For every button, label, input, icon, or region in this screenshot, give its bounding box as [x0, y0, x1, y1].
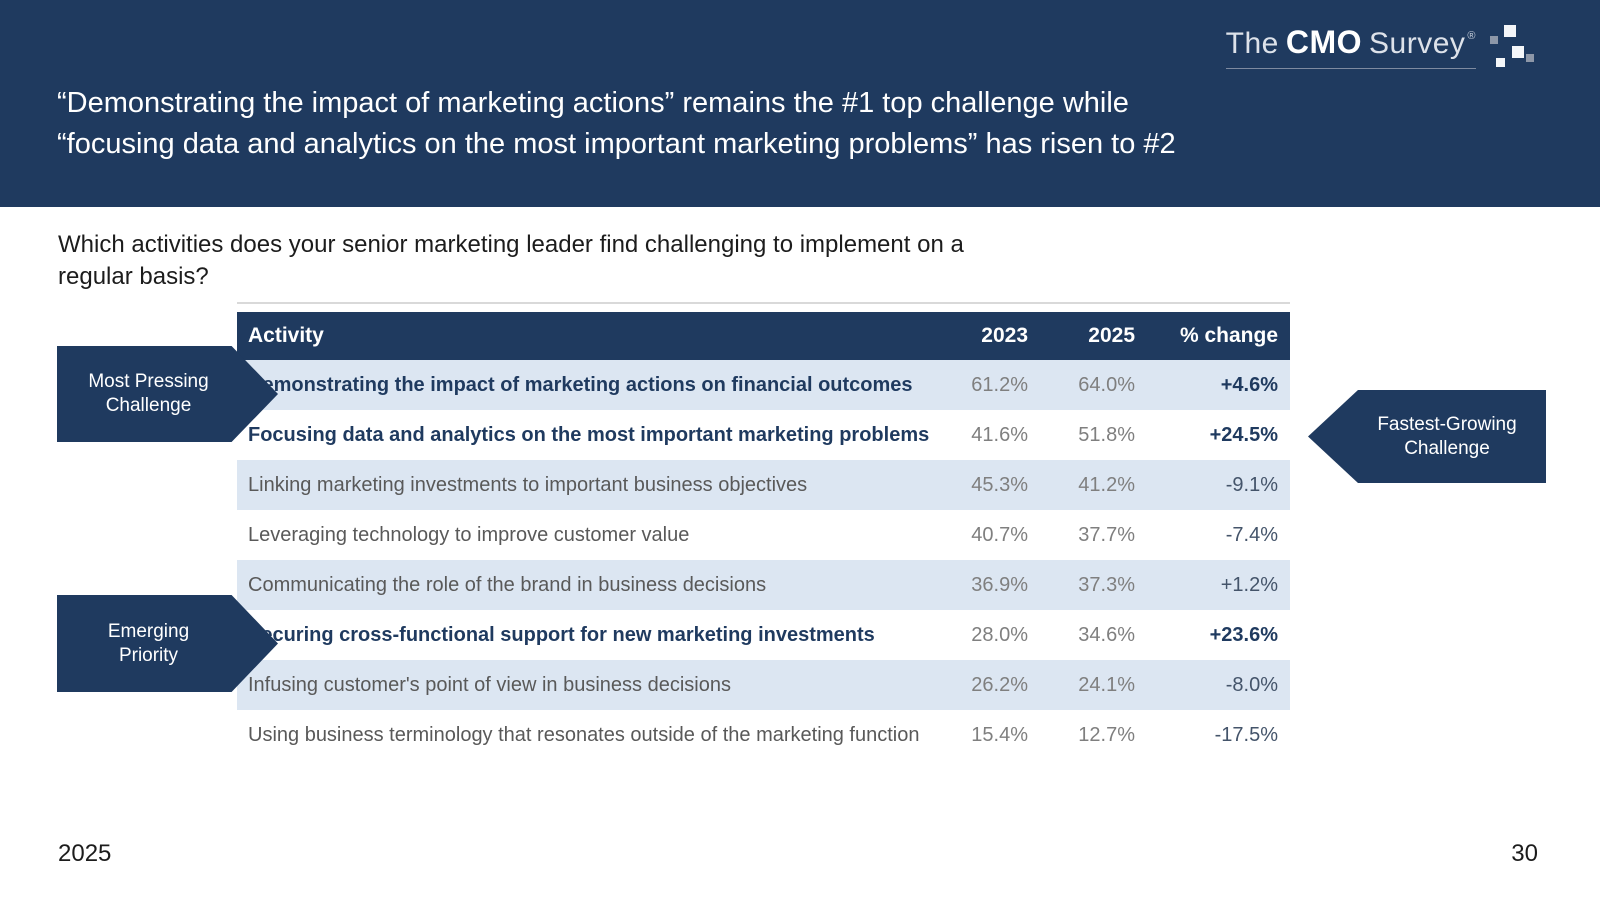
cell-activity: Using business terminology that resonate… — [248, 723, 920, 746]
question-line-1: Which activities does your senior market… — [58, 231, 964, 258]
challenges-table: Activity 2023 2025 % change Demonstratin… — [237, 312, 1290, 760]
table-body: Demonstrating the impact of marketing ac… — [237, 360, 1290, 760]
cell-2025: 34.6% — [1078, 623, 1135, 646]
cell-activity: Focusing data and analytics on the most … — [248, 423, 930, 446]
question-line-2: regular basis? — [58, 263, 209, 290]
callout-line-2: Challenge — [1404, 437, 1490, 459]
callout-line-2: Priority — [118, 644, 179, 666]
survey-question: Which activities does your senior market… — [58, 229, 1158, 293]
callout-emerging-priority: Emerging Priority — [57, 595, 278, 692]
cell-2023: 61.2% — [971, 373, 1028, 396]
cell-2025: 41.2% — [1078, 473, 1135, 496]
callout-line-2: Challenge — [105, 395, 192, 416]
cell-activity: Communicating the role of the brand in b… — [248, 573, 767, 596]
cell-activity: Leveraging technology to improve custome… — [248, 523, 690, 546]
table-top-rule — [237, 302, 1290, 304]
logo-word-survey: Survey — [1369, 27, 1466, 60]
table-row: Leveraging technology to improve custome… — [237, 510, 1290, 560]
table-row: Using business terminology that resonate… — [237, 710, 1290, 760]
table-header-row: Activity 2023 2025 % change — [237, 312, 1290, 360]
title-line-2: “focusing data and analytics on the most… — [57, 128, 1176, 160]
cell-2025: 37.3% — [1078, 573, 1135, 596]
cell-activity: Infusing customer's point of view in bus… — [248, 673, 731, 696]
col-header-activity: Activity — [248, 324, 324, 347]
callout-line-1: Emerging — [107, 620, 190, 642]
cell-2025: 12.7% — [1078, 723, 1135, 746]
footer-year: 2025 — [58, 840, 112, 867]
col-header-2025: 2025 — [1088, 324, 1135, 347]
table-row: Communicating the role of the brand in b… — [237, 560, 1290, 610]
callout-line-1: Most Pressing — [88, 371, 209, 392]
table-row: Linking marketing investments to importa… — [237, 460, 1290, 510]
cell-activity: Demonstrating the impact of marketing ac… — [248, 373, 913, 396]
cell-2025: 64.0% — [1078, 373, 1135, 396]
cell-change: +23.6% — [1209, 623, 1278, 646]
logo-squares-icon — [1486, 24, 1534, 72]
table-row: Infusing customer's point of view in bus… — [237, 660, 1290, 710]
registered-mark: ® — [1467, 30, 1476, 42]
cell-2023: 26.2% — [971, 673, 1028, 696]
title-line-1: “Demonstrating the impact of marketing a… — [57, 87, 1129, 119]
logo-text: The CMO Survey ® — [1225, 24, 1476, 69]
cell-change: +24.5% — [1209, 423, 1278, 446]
cell-activity: Securing cross-functional support for ne… — [248, 623, 875, 646]
cell-change: -7.4% — [1225, 523, 1278, 546]
cell-2023: 40.7% — [971, 523, 1028, 546]
cell-2023: 45.3% — [971, 473, 1028, 496]
cell-2025: 51.8% — [1078, 423, 1135, 446]
cell-change: -8.0% — [1225, 673, 1278, 696]
table-row: Securing cross-functional support for ne… — [237, 610, 1290, 660]
cell-2023: 41.6% — [971, 423, 1028, 446]
table-row: Demonstrating the impact of marketing ac… — [237, 360, 1290, 410]
cell-2023: 15.4% — [971, 723, 1028, 746]
cmo-survey-logo: The CMO Survey ® — [1225, 24, 1534, 72]
header-banner: The CMO Survey ® “Demonstrating the impa… — [0, 0, 1600, 207]
callout-line-1: Fastest-Growing — [1377, 413, 1517, 435]
col-header-2023: 2023 — [981, 324, 1028, 347]
callout-fastest-growing-challenge: Fastest-Growing Challenge — [1308, 390, 1546, 483]
cell-change: +1.2% — [1220, 573, 1278, 596]
cell-2023: 28.0% — [971, 623, 1028, 646]
cell-change: +4.6% — [1220, 373, 1278, 396]
cell-activity: Linking marketing investments to importa… — [248, 473, 808, 496]
table-row: Focusing data and analytics on the most … — [237, 410, 1290, 460]
cell-change: -9.1% — [1225, 473, 1278, 496]
footer-page-number: 30 — [1511, 840, 1538, 867]
cell-2025: 24.1% — [1078, 673, 1135, 696]
callout-most-pressing-challenge: Most Pressing Challenge — [57, 346, 278, 442]
cell-2025: 37.7% — [1078, 523, 1135, 546]
col-header-change: % change — [1179, 324, 1278, 347]
logo-word-the: The — [1225, 27, 1279, 60]
slide-title: “Demonstrating the impact of marketing a… — [57, 83, 1537, 165]
cell-2023: 36.9% — [971, 573, 1028, 596]
logo-word-cmo: CMO — [1285, 24, 1363, 60]
cell-change: -17.5% — [1214, 723, 1278, 746]
